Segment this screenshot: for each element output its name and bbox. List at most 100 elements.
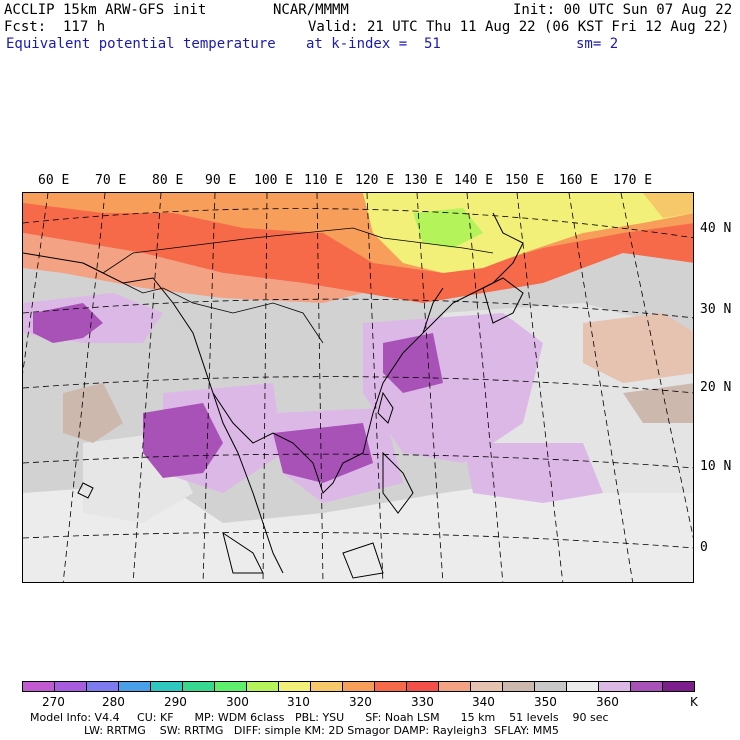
lat-label: 40 N	[700, 221, 732, 236]
colorbar-tick: 320	[349, 695, 372, 709]
valid-time: Valid: 21 UTC Thu 11 Aug 22 (06 KST Fri …	[308, 19, 730, 35]
field-purple-nw	[33, 303, 103, 343]
lon-line-80	[132, 193, 162, 582]
field-salmon-band	[23, 233, 363, 303]
colorbar-tick: 310	[287, 695, 310, 709]
field-name: Equivalent potential temperature	[6, 36, 276, 52]
colorbar-tick: 290	[164, 695, 187, 709]
lon-label: 80 E	[152, 173, 184, 188]
colorbar-swatch	[599, 682, 631, 691]
colorbar-swatch	[535, 682, 567, 691]
colorbar-tick: 300	[226, 695, 249, 709]
lon-line-60	[23, 193, 49, 374]
center-label: NCAR/MMMM	[273, 2, 349, 18]
colorbar-swatch	[471, 682, 503, 691]
lat-line-0	[23, 531, 693, 549]
lon-line-160	[568, 193, 634, 582]
model-info-line: Model Info: V4.4 CU: KF MP: WDM 6class P…	[30, 711, 609, 724]
coast-southeast-asia	[212, 287, 444, 494]
coast-borneo	[342, 542, 384, 579]
colorbar-swatch	[407, 682, 439, 691]
lon-label: 140 E	[454, 173, 494, 188]
colorbar-swatch	[439, 682, 471, 691]
init-time: Init: 00 UTC Sun 07 Aug 22	[513, 2, 733, 18]
level-label: at k-index = 51	[306, 36, 441, 52]
colorbar-unit: K	[690, 695, 698, 709]
forecast-hour: Fcst: 117 h	[4, 19, 106, 35]
lon-line-150	[516, 193, 564, 582]
borders	[82, 227, 494, 344]
lon-line-120	[366, 193, 384, 582]
map-canvas	[23, 193, 693, 582]
coast-philippines	[382, 451, 414, 514]
lon-label: 90 E	[205, 173, 237, 188]
colorbar-swatch	[23, 682, 55, 691]
border-himalaya	[122, 282, 324, 344]
colorbar-swatch	[279, 682, 311, 691]
colorbar-tick: 280	[102, 695, 125, 709]
lat-label: 0	[700, 540, 708, 555]
lon-line-170	[620, 193, 693, 539]
model-title: ACCLIP 15km ARW-GFS init	[4, 2, 207, 18]
colorbar-swatch	[311, 682, 343, 691]
colorbar-tick: 350	[534, 695, 557, 709]
colorbar-tick: 330	[411, 695, 434, 709]
colorbar-swatch	[55, 682, 87, 691]
colorbar-swatch	[343, 682, 375, 691]
colorbar-swatch	[247, 682, 279, 691]
border-north	[82, 227, 494, 274]
colorbar-swatch	[87, 682, 119, 691]
lat-line-20	[23, 376, 693, 394]
lon-line-90	[202, 193, 216, 582]
lon-line-140	[466, 193, 504, 582]
colorbar	[22, 681, 695, 692]
coastlines	[23, 212, 524, 579]
lon-label: 70 E	[95, 173, 127, 188]
colorbar-swatch	[503, 682, 535, 691]
coast-sri-lanka	[77, 482, 94, 499]
field-green-patch	[413, 208, 483, 248]
colorbar-swatch	[663, 682, 694, 691]
lon-label: 120 E	[355, 173, 395, 188]
lon-line-110	[316, 193, 324, 582]
field-tan-a	[63, 383, 123, 443]
theta-e-map	[22, 192, 694, 583]
colorbar-swatch	[567, 682, 599, 691]
physics-info-line: LW: RRTMG SW: RRTMG DIFF: simple KM: 2D …	[84, 724, 559, 737]
smoothing-label: sm= 2	[576, 36, 619, 52]
coast-japan	[482, 277, 524, 324]
colorbar-swatch	[215, 682, 247, 691]
colorbar-swatch	[183, 682, 215, 691]
colorbar-tick: 360	[596, 695, 619, 709]
lon-label: 60 E	[38, 173, 70, 188]
lon-label: 170 E	[613, 173, 653, 188]
lat-label: 10 N	[700, 459, 732, 474]
field-purple-indochina	[273, 423, 373, 483]
lon-label: 160 E	[559, 173, 599, 188]
lon-label: 110 E	[304, 173, 344, 188]
lon-line-100	[262, 193, 268, 582]
colorbar-tick: 340	[472, 695, 495, 709]
graticule	[23, 193, 693, 582]
lon-line-130	[416, 193, 444, 582]
lat-line-30	[23, 298, 693, 319]
field-orange-ne	[643, 193, 693, 218]
colorbar-swatch	[151, 682, 183, 691]
coast-taiwan	[377, 391, 394, 424]
lat-label: 20 N	[700, 380, 732, 395]
lat-line-10	[23, 453, 693, 469]
lon-line-70	[62, 193, 106, 582]
lon-label: 130 E	[404, 173, 444, 188]
field-purple-bengal	[143, 403, 223, 478]
colorbar-swatch	[119, 682, 151, 691]
colorbar-swatch	[375, 682, 407, 691]
field-tan-b	[583, 313, 693, 383]
colorbar-tick: 270	[42, 695, 65, 709]
field-tan-c	[623, 383, 693, 423]
lon-label: 150 E	[505, 173, 545, 188]
lat-line-40	[23, 208, 693, 239]
lat-label: 30 N	[700, 302, 732, 317]
colorbar-swatch	[631, 682, 663, 691]
lon-label: 100 E	[254, 173, 294, 188]
field-lavender-pacific	[463, 443, 603, 503]
